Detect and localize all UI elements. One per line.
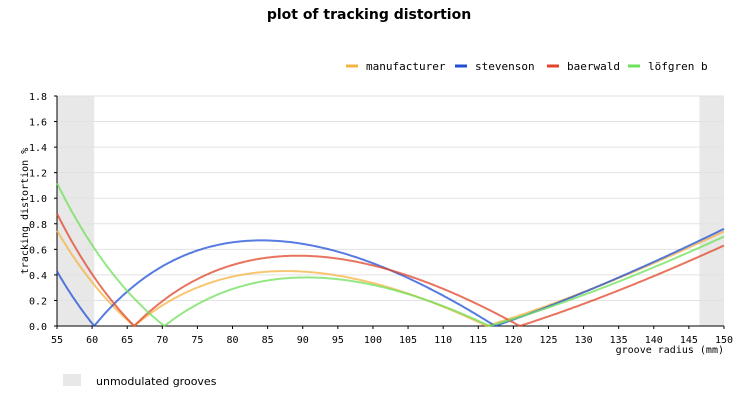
y-tick-label: 1.8 xyxy=(29,92,47,103)
legend-label-stevenson: stevenson xyxy=(475,60,535,73)
y-tick-label: 0.6 xyxy=(29,245,47,256)
x-tick-label: 125 xyxy=(539,335,557,346)
x-tick-label: 95 xyxy=(332,335,344,346)
unmodulated-note-label: unmodulated grooves xyxy=(96,375,217,388)
series-layer xyxy=(56,182,725,328)
legend: manufacturer stevenson baerwald löfgren b xyxy=(346,60,708,73)
x-tick-label: 60 xyxy=(86,335,98,346)
y-tick-label: 0.2 xyxy=(29,296,47,307)
x-tick-label: 120 xyxy=(504,335,522,346)
unmodulated-note: unmodulated grooves xyxy=(63,374,217,388)
chart-title: plot of tracking distortion xyxy=(267,7,471,23)
x-tick-label: 140 xyxy=(645,335,663,346)
series-line-l-fgren-b xyxy=(56,182,725,327)
axes xyxy=(56,96,724,327)
x-tick-label: 145 xyxy=(680,335,698,346)
x-tick-label: 150 xyxy=(715,335,733,346)
unmodulated-region-2 xyxy=(699,96,724,326)
y-tick-label: 1.4 xyxy=(29,143,47,154)
legend-label-l-fgren-b: löfgren b xyxy=(648,60,708,73)
x-tick-label: 135 xyxy=(610,335,628,346)
unmodulated-region-1 xyxy=(57,96,95,326)
x-tick-label: 130 xyxy=(575,335,593,346)
unmodulated-swatch xyxy=(63,374,81,386)
legend-label-baerwald: baerwald xyxy=(567,60,620,73)
y-tick-labels: 0.0 0.2 0.4 0.6 0.8 1.0 1.2 1.4 1.6 1.8 xyxy=(29,92,57,333)
series-line-baerwald xyxy=(56,213,725,328)
x-axis-label: groove radius (mm) xyxy=(616,345,724,356)
y-axis-label: tracking distortion % xyxy=(20,148,31,274)
y-tick-label: 1.6 xyxy=(29,118,47,129)
unmodulated-regions xyxy=(57,96,724,326)
y-tick-label: 1.2 xyxy=(29,169,47,180)
x-tick-label: 65 xyxy=(121,335,133,346)
series-line-manufacturer xyxy=(56,230,725,328)
x-tick-labels: 55 60 65 70 75 80 85 90 95 100 105 110 115 120 125 130 1… xyxy=(51,326,733,346)
x-tick-label: 70 xyxy=(156,335,168,346)
x-tick-label: 80 xyxy=(227,335,239,346)
x-tick-label: 75 xyxy=(191,335,203,346)
y-tick-label: 1.0 xyxy=(29,194,47,205)
x-tick-label: 90 xyxy=(297,335,309,346)
y-tick-label: 0.4 xyxy=(29,271,47,282)
x-tick-label: 100 xyxy=(364,335,382,346)
x-tick-label: 55 xyxy=(51,335,63,346)
legend-label-manufacturer: manufacturer xyxy=(366,60,446,73)
y-tick-label: 0.8 xyxy=(29,220,47,231)
series-line-stevenson xyxy=(56,227,725,327)
x-tick-label: 110 xyxy=(434,335,452,346)
x-tick-label: 115 xyxy=(469,335,487,346)
x-tick-label: 85 xyxy=(262,335,274,346)
grid-lines xyxy=(57,95,724,301)
y-tick-label: 0.0 xyxy=(29,322,47,333)
x-tick-label: 105 xyxy=(399,335,417,346)
